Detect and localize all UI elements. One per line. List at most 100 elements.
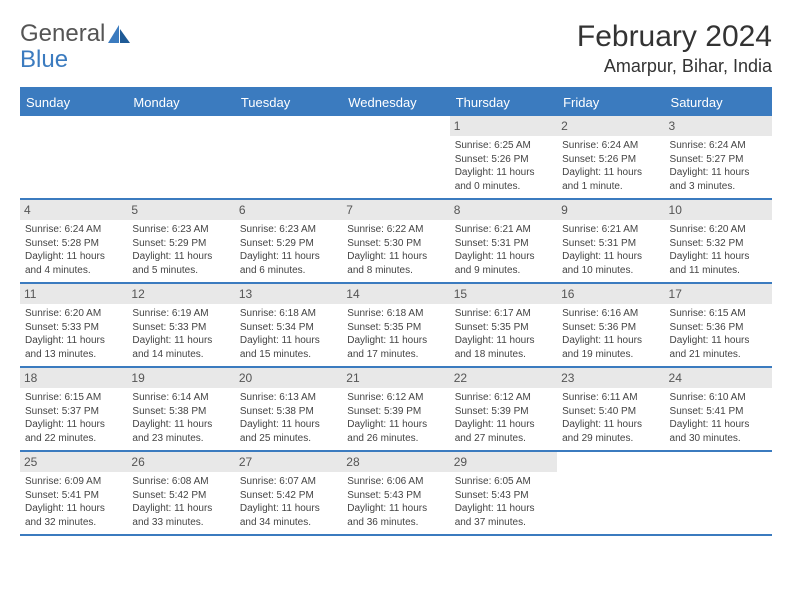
calendar-cell: 13Sunrise: 6:18 AMSunset: 5:34 PMDayligh… [235,284,342,366]
day-number: 10 [665,200,772,220]
daylight2-text: and 25 minutes. [240,432,337,446]
sunrise-text: Sunrise: 6:23 AM [132,223,229,237]
daylight2-text: and 29 minutes. [562,432,659,446]
calendar-cell: 26Sunrise: 6:08 AMSunset: 5:42 PMDayligh… [127,452,234,534]
calendar-cell: 19Sunrise: 6:14 AMSunset: 5:38 PMDayligh… [127,368,234,450]
daylight2-text: and 13 minutes. [25,348,122,362]
sunset-text: Sunset: 5:42 PM [240,489,337,503]
sunset-text: Sunset: 5:41 PM [25,489,122,503]
sunset-text: Sunset: 5:36 PM [562,321,659,335]
day-number [342,116,449,136]
sunset-text: Sunset: 5:38 PM [132,405,229,419]
day-header-sat: Saturday [665,89,772,116]
calendar-cell: 15Sunrise: 6:17 AMSunset: 5:35 PMDayligh… [450,284,557,366]
day-number: 24 [665,368,772,388]
daylight1-text: Daylight: 11 hours [562,334,659,348]
sunset-text: Sunset: 5:34 PM [240,321,337,335]
day-header-sun: Sunday [20,89,127,116]
sunset-text: Sunset: 5:40 PM [562,405,659,419]
sunrise-text: Sunrise: 6:20 AM [25,307,122,321]
daylight2-text: and 30 minutes. [670,432,767,446]
calendar-cell: 6Sunrise: 6:23 AMSunset: 5:29 PMDaylight… [235,200,342,282]
calendar-cell: 4Sunrise: 6:24 AMSunset: 5:28 PMDaylight… [20,200,127,282]
day-number: 18 [20,368,127,388]
calendar-cell: 22Sunrise: 6:12 AMSunset: 5:39 PMDayligh… [450,368,557,450]
daylight1-text: Daylight: 11 hours [455,334,552,348]
daylight2-text: and 34 minutes. [240,516,337,530]
sunrise-text: Sunrise: 6:06 AM [347,475,444,489]
calendar-cell: 29Sunrise: 6:05 AMSunset: 5:43 PMDayligh… [450,452,557,534]
calendar-row: 25Sunrise: 6:09 AMSunset: 5:41 PMDayligh… [20,452,772,536]
daylight2-text: and 36 minutes. [347,516,444,530]
brand-blue: Blue [20,46,68,74]
calendar-cell: 14Sunrise: 6:18 AMSunset: 5:35 PMDayligh… [342,284,449,366]
day-header-tue: Tuesday [235,89,342,116]
sunset-text: Sunset: 5:42 PM [132,489,229,503]
day-number: 15 [450,284,557,304]
sunset-text: Sunset: 5:37 PM [25,405,122,419]
sunrise-text: Sunrise: 6:10 AM [670,391,767,405]
daylight1-text: Daylight: 11 hours [240,334,337,348]
day-number: 17 [665,284,772,304]
sunrise-text: Sunrise: 6:15 AM [25,391,122,405]
day-header-wed: Wednesday [342,89,449,116]
daylight2-text: and 15 minutes. [240,348,337,362]
day-number: 27 [235,452,342,472]
day-header-fri: Friday [557,89,664,116]
sunset-text: Sunset: 5:31 PM [455,237,552,251]
day-number [20,116,127,136]
calendar-cell [557,452,664,534]
calendar-cell: 9Sunrise: 6:21 AMSunset: 5:31 PMDaylight… [557,200,664,282]
calendar-cell: 23Sunrise: 6:11 AMSunset: 5:40 PMDayligh… [557,368,664,450]
calendar-cell: 7Sunrise: 6:22 AMSunset: 5:30 PMDaylight… [342,200,449,282]
daylight2-text: and 3 minutes. [670,180,767,194]
daylight2-text: and 9 minutes. [455,264,552,278]
daylight1-text: Daylight: 11 hours [240,418,337,432]
sunrise-text: Sunrise: 6:16 AM [562,307,659,321]
calendar-cell: 8 Sunrise: 6:21 AMSunset: 5:31 PMDaylight… [450,200,557,282]
daylight2-text: and 27 minutes. [455,432,552,446]
calendar-row: 11Sunrise: 6:20 AMSunset: 5:33 PMDayligh… [20,284,772,368]
calendar-cell [342,116,449,198]
daylight1-text: Daylight: 11 hours [240,502,337,516]
daylight1-text: Daylight: 11 hours [347,334,444,348]
daylight2-text: and 11 minutes. [670,264,767,278]
day-number: 25 [20,452,127,472]
daylight1-text: Daylight: 11 hours [455,502,552,516]
daylight2-text: and 1 minute. [562,180,659,194]
sunset-text: Sunset: 5:31 PM [562,237,659,251]
day-number: 8 [450,200,557,220]
daylight1-text: Daylight: 11 hours [670,334,767,348]
sunrise-text: Sunrise: 6:21 AM [562,223,659,237]
sunrise-text: Sunrise: 6:07 AM [240,475,337,489]
daylight2-text: and 0 minutes. [455,180,552,194]
sunrise-text: Sunrise: 6:22 AM [347,223,444,237]
sunrise-text: Sunrise: 6:12 AM [347,391,444,405]
sunset-text: Sunset: 5:28 PM [25,237,122,251]
sunset-text: Sunset: 5:43 PM [455,489,552,503]
day-number [127,116,234,136]
calendar-cell: 20Sunrise: 6:13 AMSunset: 5:38 PMDayligh… [235,368,342,450]
daylight1-text: Daylight: 11 hours [25,250,122,264]
sail-icon [108,25,130,43]
daylight1-text: Daylight: 11 hours [670,166,767,180]
daylight2-text: and 19 minutes. [562,348,659,362]
daylight1-text: Daylight: 11 hours [455,418,552,432]
sunset-text: Sunset: 5:29 PM [132,237,229,251]
sunset-text: Sunset: 5:33 PM [25,321,122,335]
calendar-row: 1Sunrise: 6:25 AMSunset: 5:26 PMDaylight… [20,116,772,200]
sunrise-text: Sunrise: 6:21 AM [455,223,552,237]
daylight1-text: Daylight: 11 hours [240,250,337,264]
calendar-table: Sunday Monday Tuesday Wednesday Thursday… [20,87,772,536]
sunrise-text: Sunrise: 6:11 AM [562,391,659,405]
daylight1-text: Daylight: 11 hours [562,418,659,432]
daylight1-text: Daylight: 11 hours [455,250,552,264]
calendar-body: 1Sunrise: 6:25 AMSunset: 5:26 PMDaylight… [20,116,772,536]
day-header-thu: Thursday [450,89,557,116]
calendar-cell [127,116,234,198]
daylight1-text: Daylight: 11 hours [132,334,229,348]
calendar-cell: 27 Sunrise: 6:07 AMSunset: 5:42 PMDayligh… [235,452,342,534]
day-number: 21 [342,368,449,388]
day-number: 28 [342,452,449,472]
sunrise-text: Sunrise: 6:08 AM [132,475,229,489]
